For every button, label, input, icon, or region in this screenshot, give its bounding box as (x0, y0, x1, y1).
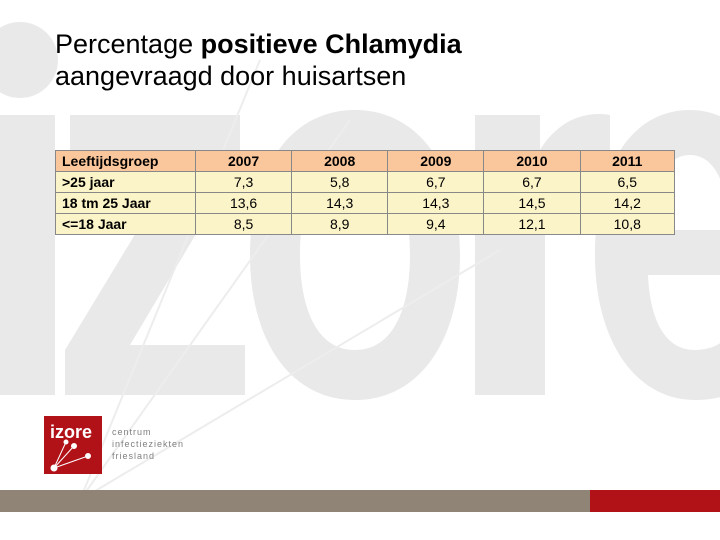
table-cell: 7,3 (196, 172, 292, 193)
table-row-label: 18 tm 25 Jaar (56, 193, 196, 214)
table-cell: 14,3 (292, 193, 388, 214)
table-row: <=18 Jaar8,58,99,412,110,8 (56, 214, 675, 235)
table-cell: 12,1 (484, 214, 580, 235)
table-row: >25 jaar7,35,86,76,76,5 (56, 172, 675, 193)
logo-sub1: centrum (112, 427, 184, 439)
table-header-label: Leeftijdsgroep (56, 151, 196, 172)
table-cell: 8,9 (292, 214, 388, 235)
table-cell: 10,8 (580, 214, 675, 235)
footer-gray-segment (0, 490, 590, 512)
data-table: Leeftijdsgroep20072008200920102011 >25 j… (55, 150, 675, 235)
logo-text-svg: izore (50, 422, 92, 442)
table-cell: 5,8 (292, 172, 388, 193)
table-cell: 6,7 (388, 172, 484, 193)
table-header-year: 2009 (388, 151, 484, 172)
slide-title: Percentage positieve Chlamydia aangevraa… (55, 28, 462, 93)
table-row-label: >25 jaar (56, 172, 196, 193)
logo-subtext: centrum infectieziekten friesland (112, 427, 184, 462)
logo-sub3: friesland (112, 451, 184, 463)
table-cell: 14,2 (580, 193, 675, 214)
table-cell: 14,3 (388, 193, 484, 214)
title-part1: Percentage (55, 29, 201, 59)
footer-below-white (0, 512, 720, 540)
table-row-label: <=18 Jaar (56, 214, 196, 235)
izore-logo: izore (44, 416, 102, 474)
table-header-year: 2010 (484, 151, 580, 172)
data-table-container: Leeftijdsgroep20072008200920102011 >25 j… (55, 150, 675, 235)
table-cell: 6,7 (484, 172, 580, 193)
table-header-year: 2007 (196, 151, 292, 172)
table-row: 18 tm 25 Jaar13,614,314,314,514,2 (56, 193, 675, 214)
table-header-year: 2011 (580, 151, 675, 172)
table-cell: 14,5 (484, 193, 580, 214)
title-bold: positieve Chlamydia (201, 29, 462, 59)
table-header-row: Leeftijdsgroep20072008200920102011 (56, 151, 675, 172)
table-cell: 13,6 (196, 193, 292, 214)
logo-sub2: infectieziekten (112, 439, 184, 451)
footer-bar (0, 490, 720, 512)
title-part2: aangevraagd door huisartsen (55, 61, 406, 91)
table-cell: 6,5 (580, 172, 675, 193)
footer-red-segment (590, 490, 720, 512)
table-cell: 8,5 (196, 214, 292, 235)
table-header-year: 2008 (292, 151, 388, 172)
logo-block: izore centrum infectieziekten friesland (44, 416, 184, 474)
table-cell: 9,4 (388, 214, 484, 235)
